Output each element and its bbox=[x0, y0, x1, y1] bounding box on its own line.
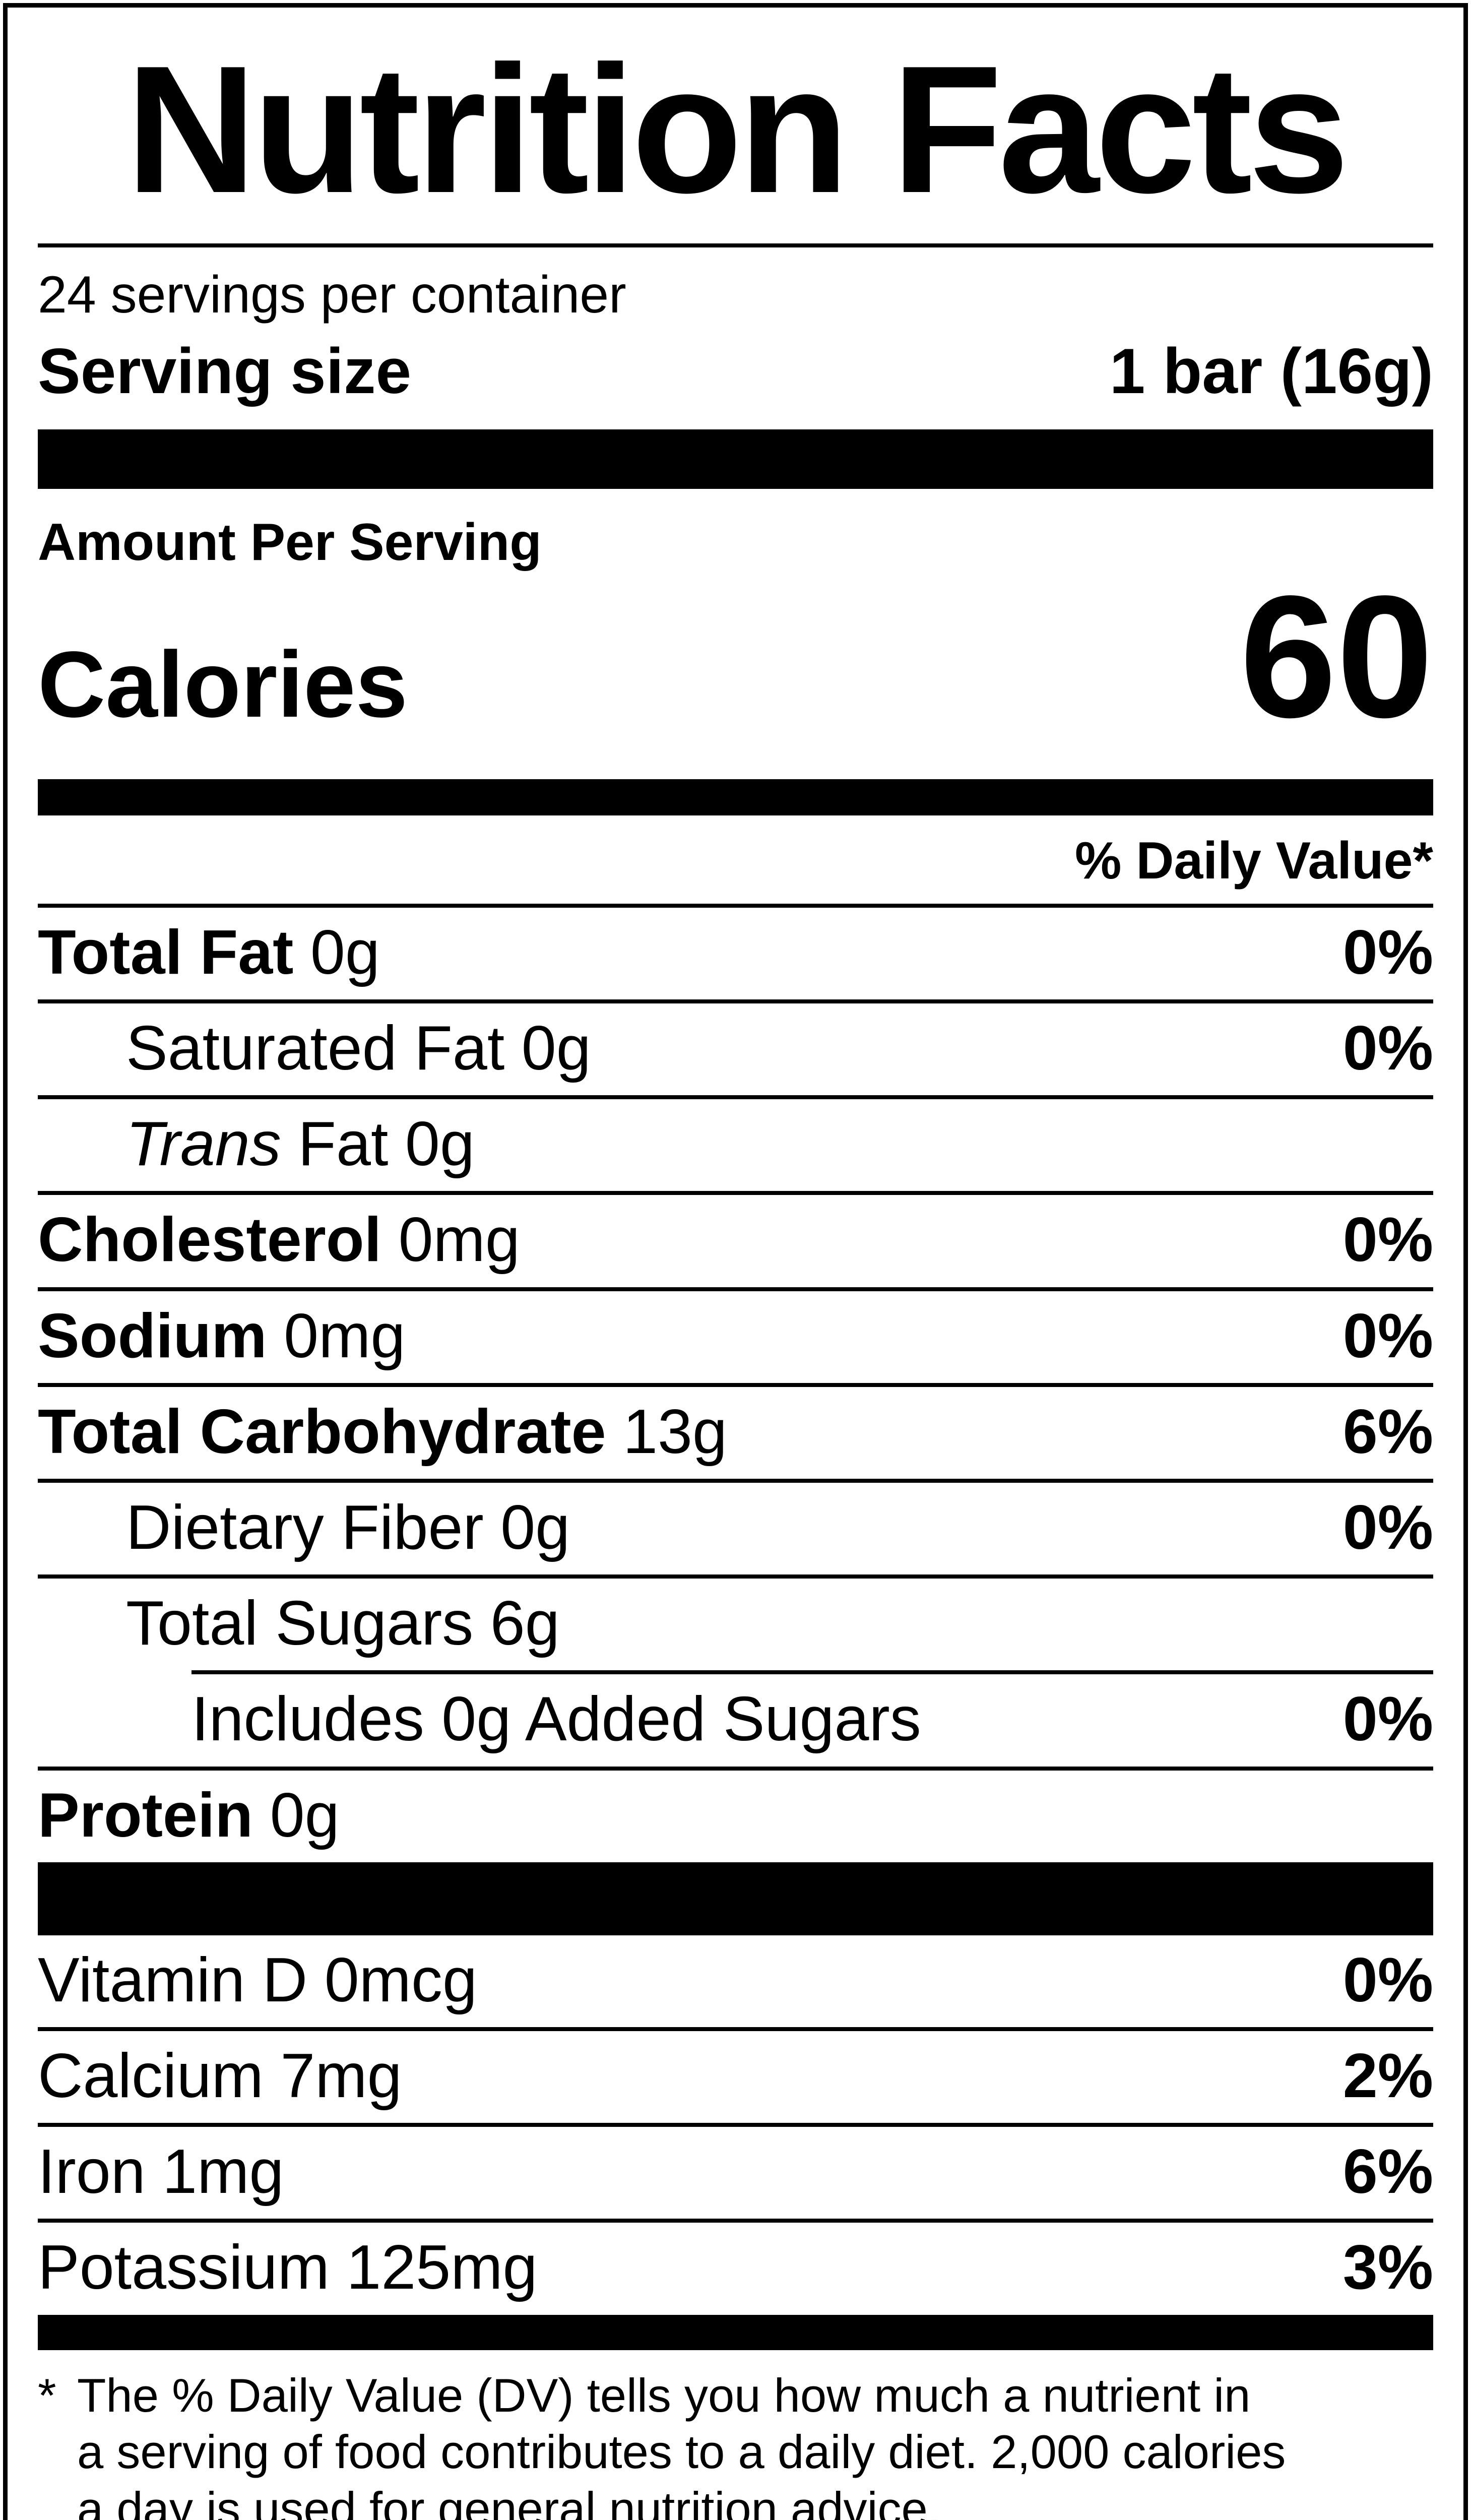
micronutrient-row-calcium: Calcium 7mg 2% bbox=[38, 2031, 1433, 2127]
nutrient-row-added-sugars: Includes 0g Added Sugars 0% bbox=[38, 1674, 1433, 1771]
nutrient-name: Sodium bbox=[38, 1301, 267, 1371]
footnote-line: a serving of food contributes to a daily… bbox=[77, 2425, 1286, 2479]
nutrient-dv: 0% bbox=[1342, 1301, 1433, 1371]
nutrient-dv: 3% bbox=[1342, 2233, 1433, 2303]
nutrient-row-total-fat: Total Fat 0g 0% bbox=[38, 908, 1433, 1004]
nutrient-name: Total Fat bbox=[38, 917, 294, 987]
nutrient-name: Saturated Fat bbox=[126, 1014, 505, 1084]
nutrient-row-total-carbohydrate: Total Carbohydrate 13g 6% bbox=[38, 1387, 1433, 1483]
nutrient-amount: 0g bbox=[500, 1493, 570, 1563]
title-divider bbox=[38, 243, 1433, 247]
nutrient-dv: 6% bbox=[1342, 1397, 1433, 1467]
medium-separator-bar bbox=[38, 779, 1433, 815]
nutrient-amount: 0g bbox=[405, 1109, 475, 1179]
nutrient-dv: 0% bbox=[1342, 1493, 1433, 1563]
nutrient-amount: 0g bbox=[310, 917, 380, 987]
nutrient-name: Cholesterol bbox=[38, 1205, 382, 1275]
nutrient-dv: 0% bbox=[1342, 917, 1433, 987]
nutrient-row-protein: Protein 0g bbox=[38, 1771, 1433, 1862]
nutrient-dv: 6% bbox=[1342, 2137, 1433, 2207]
micronutrient-row-iron: Iron 1mg 6% bbox=[38, 2127, 1433, 2223]
medium-separator-bar bbox=[38, 2314, 1433, 2350]
micronutrient-row-potassium: Potassium 125mg 3% bbox=[38, 2223, 1433, 2314]
nutrient-dv: 0% bbox=[1342, 1684, 1433, 1754]
calories-row: Calories 60 bbox=[38, 570, 1433, 744]
nutrition-facts-label: Nutrition Facts 24 servings per containe… bbox=[3, 3, 1468, 2520]
daily-value-footnote: * The % Daily Value (DV) tells you how m… bbox=[38, 2367, 1433, 2520]
footnote-line: The % Daily Value (DV) tells you how muc… bbox=[77, 2368, 1251, 2422]
nutrient-name: Total Sugars bbox=[126, 1589, 474, 1659]
nutrient-name: Calcium bbox=[38, 2041, 264, 2111]
nutrient-dv: 2% bbox=[1342, 2041, 1433, 2111]
nutrient-name: Dietary Fiber bbox=[126, 1493, 484, 1563]
daily-value-header: % Daily Value* bbox=[38, 815, 1433, 908]
nutrient-amount: 0mg bbox=[398, 1205, 520, 1275]
nutrient-name: Fat bbox=[298, 1109, 389, 1179]
label-title: Nutrition Facts bbox=[125, 28, 1349, 231]
nutrient-amount: 0g bbox=[270, 1780, 340, 1850]
nutrient-dv: 0% bbox=[1342, 1205, 1433, 1275]
nutrient-name: Potassium bbox=[38, 2233, 330, 2303]
nutrient-amount: 0g bbox=[521, 1014, 591, 1084]
thick-separator-bar bbox=[38, 1862, 1433, 1935]
footnote-text: The % Daily Value (DV) tells you how muc… bbox=[77, 2367, 1433, 2520]
thick-separator-bar bbox=[38, 429, 1433, 489]
nutrient-name: Vitamin D bbox=[38, 1945, 308, 2015]
serving-size-label: Serving size bbox=[38, 335, 412, 407]
calories-value: 60 bbox=[1240, 559, 1433, 754]
nutrient-row-dietary-fiber: Dietary Fiber 0g 0% bbox=[38, 1483, 1433, 1579]
nutrient-row-saturated-fat: Saturated Fat 0g 0% bbox=[38, 1003, 1433, 1100]
nutrient-row-sodium: Sodium 0mg 0% bbox=[38, 1291, 1433, 1387]
nutrient-row-cholesterol: Cholesterol 0mg 0% bbox=[38, 1195, 1433, 1291]
nutrient-amount: 6g bbox=[490, 1589, 560, 1659]
nutrient-amount: 7mg bbox=[280, 2041, 402, 2111]
nutrient-name-italic: Trans bbox=[126, 1109, 281, 1179]
nutrient-name: Iron bbox=[38, 2137, 146, 2207]
nutrient-name: Protein bbox=[38, 1780, 253, 1850]
nutrient-row-trans-fat: Trans Fat 0g bbox=[38, 1099, 1433, 1195]
nutrient-amount: 13g bbox=[623, 1397, 727, 1467]
nutrient-amount: 1mg bbox=[162, 2137, 284, 2207]
nutrient-amount: 0mcg bbox=[324, 1945, 477, 2015]
nutrient-name: Includes 0g Added Sugars bbox=[191, 1684, 921, 1754]
serving-size-row: Serving size 1 bar (16g) bbox=[38, 335, 1433, 407]
serving-size-value: 1 bar (16g) bbox=[1109, 335, 1433, 407]
nutrient-row-total-sugars: Total Sugars 6g bbox=[38, 1579, 1433, 1670]
footnote-line: a day is used for general nutrition advi… bbox=[77, 2482, 941, 2520]
added-sugars-indented-divider bbox=[191, 1670, 1433, 1675]
amount-per-serving: Amount Per Serving bbox=[38, 513, 542, 572]
nutrient-amount: 125mg bbox=[346, 2233, 538, 2303]
nutrient-amount: 0mg bbox=[284, 1301, 406, 1371]
calories-label: Calories bbox=[38, 632, 408, 737]
nutrient-dv: 0% bbox=[1342, 1014, 1433, 1084]
servings-per-container: 24 servings per container bbox=[38, 266, 626, 324]
micronutrient-row-vitamin-d: Vitamin D 0mcg 0% bbox=[38, 1935, 1433, 2031]
nutrient-name: Total Carbohydrate bbox=[38, 1397, 606, 1467]
nutrient-dv: 0% bbox=[1342, 1945, 1433, 2015]
footnote-asterisk: * bbox=[38, 2368, 56, 2422]
